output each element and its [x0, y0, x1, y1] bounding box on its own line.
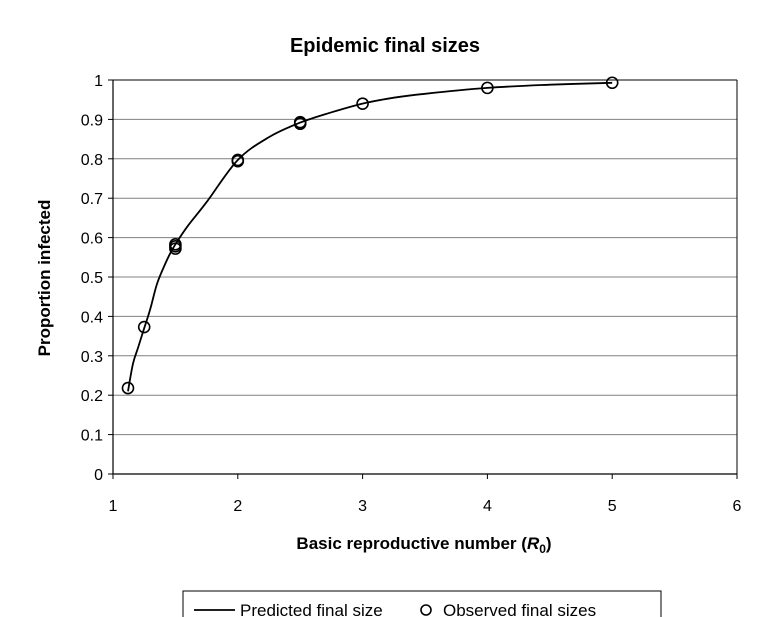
- observed-point: [137, 320, 151, 334]
- x-tick-label: 6: [733, 498, 742, 515]
- y-tick-label: 0.7: [81, 191, 103, 208]
- legend-label-predicted: Predicted final size: [240, 601, 383, 617]
- x-axis-title: Basic reproductive number (R0): [296, 534, 551, 556]
- legend-marker-swatch: [420, 604, 432, 616]
- y-tick-label: 0.4: [81, 309, 103, 326]
- x-tick-label: 3: [358, 498, 367, 515]
- y-tick-label: 0.3: [81, 349, 103, 366]
- observed-point: [231, 153, 245, 167]
- y-tick-label: 0.6: [81, 231, 103, 248]
- observed-point: [605, 76, 619, 90]
- y-tick-label: 0.1: [81, 428, 103, 445]
- observed-point: [293, 115, 307, 129]
- x-tick-label: 4: [483, 498, 492, 515]
- chart-title: Epidemic final sizes: [290, 35, 480, 57]
- y-tick-label: 0.5: [81, 270, 103, 287]
- y-tick-labels: 0 0.1 0.2 0.3 0.4 0.5 0.6 0.7 0.8 0.9 1: [81, 73, 103, 484]
- observed-markers: [121, 76, 619, 395]
- predicted-line: [127, 81, 613, 392]
- observed-point: [481, 81, 494, 95]
- y-tick-label: 0: [94, 467, 103, 484]
- observed-point: [356, 97, 369, 110]
- axes: [112, 79, 738, 475]
- legend: Predicted final size Observed final size…: [182, 590, 662, 617]
- x-tick-labels: 1 2 3 4 5 6: [109, 474, 742, 515]
- observed-point: [121, 381, 135, 395]
- x-tick-label: 2: [233, 498, 242, 515]
- observed-point: [169, 237, 182, 251]
- y-tick-label: 0.2: [81, 388, 103, 405]
- y-tick-label: 0.8: [81, 152, 103, 169]
- legend-label-observed: Observed final sizes: [443, 601, 596, 617]
- x-tick-label: 5: [608, 498, 617, 515]
- y-tick-label: 1: [94, 73, 103, 90]
- x-tick-label: 1: [109, 498, 118, 515]
- y-tick-label: 0.9: [81, 112, 103, 129]
- y-axis-title: Proportion infected: [35, 200, 54, 357]
- gridlines: [108, 79, 737, 475]
